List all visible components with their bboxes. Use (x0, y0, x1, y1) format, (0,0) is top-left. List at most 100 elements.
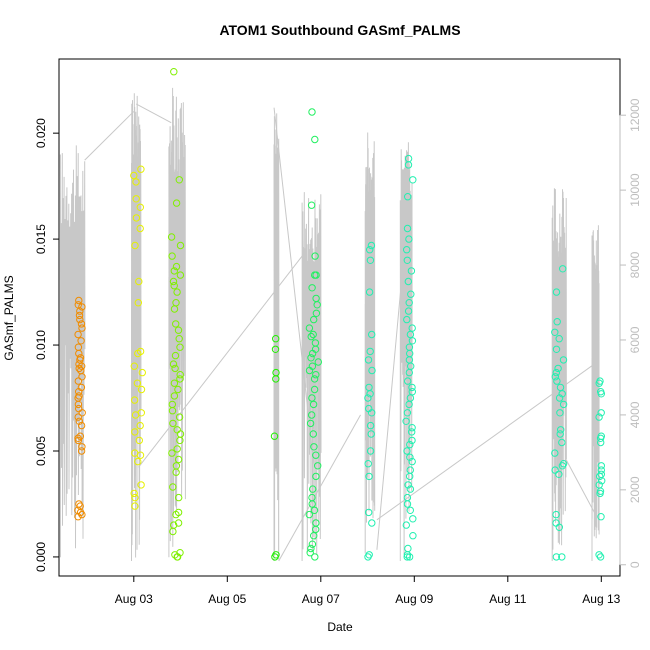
data-point (597, 438, 605, 447)
data-point (172, 320, 180, 328)
data-point (312, 309, 321, 317)
data-point (77, 337, 85, 345)
data-point (409, 532, 417, 540)
y-tick-label: 0.005 (34, 436, 48, 466)
data-point (176, 241, 185, 250)
data-point (557, 426, 565, 434)
data-point (403, 224, 412, 233)
data-point (403, 500, 412, 508)
data-point (366, 390, 374, 398)
data-point (169, 527, 177, 536)
data-point (130, 489, 138, 498)
data-point (137, 385, 146, 394)
data-point (364, 553, 372, 561)
data-point (314, 462, 322, 470)
data-point (137, 165, 145, 173)
data-point (170, 267, 179, 275)
data-point (75, 296, 83, 305)
data-point (74, 330, 82, 339)
data-point (305, 324, 314, 332)
data-point (306, 549, 314, 557)
data-point (596, 434, 605, 442)
data-point (133, 379, 142, 387)
y-tick-label: 0.000 (34, 542, 48, 572)
data-point (76, 432, 85, 440)
data-point (74, 413, 82, 421)
data-point (597, 462, 605, 470)
data-point (558, 438, 566, 447)
data-point (552, 553, 561, 561)
data-point (312, 472, 320, 481)
data-point (175, 176, 184, 184)
data-point (408, 436, 416, 445)
data-point (168, 449, 176, 457)
y-axis-left: 0.000 0.005 0.010 0.015 0.020 (34, 118, 60, 572)
data-point (308, 540, 317, 548)
data-point (312, 271, 320, 279)
data-point (176, 343, 184, 351)
y2-tick-label: 8000 (628, 251, 642, 278)
data-point (405, 235, 413, 243)
data-point (406, 472, 414, 481)
data-point (309, 485, 317, 493)
data-point (409, 515, 417, 523)
data-point (171, 364, 179, 373)
x-tick-label: Aug 13 (582, 592, 620, 606)
data-point (176, 375, 184, 383)
data-point (309, 430, 317, 438)
data-point (77, 447, 86, 455)
data-point (314, 358, 322, 366)
data-point (595, 413, 603, 421)
y-axis-label: GASmf_PALMS (2, 275, 16, 360)
x-tick-label: Aug 09 (395, 592, 433, 606)
data-point (173, 553, 182, 561)
x-tick-label: Aug 11 (489, 592, 526, 606)
data-point (367, 241, 376, 250)
data-point (559, 265, 567, 273)
data-point (271, 345, 280, 353)
data-point (174, 385, 182, 394)
data-point (402, 521, 410, 529)
data-point (132, 214, 141, 222)
data-point (136, 203, 145, 212)
data-point (169, 419, 177, 428)
data-point (596, 489, 604, 498)
data-point (75, 311, 84, 320)
data-point (168, 252, 176, 260)
data-point (551, 328, 559, 336)
data-point (409, 176, 417, 184)
data-point (169, 483, 177, 491)
y2-tick-label: 0 (628, 561, 642, 568)
data-point (78, 303, 86, 311)
data-point (130, 362, 139, 370)
data-point (78, 510, 86, 519)
data-point (404, 307, 413, 315)
data-point (553, 377, 561, 385)
data-point (555, 335, 563, 343)
data-point (598, 477, 606, 485)
data-point (131, 241, 139, 250)
data-point (307, 354, 315, 362)
y-tick-label: 0.015 (34, 224, 48, 254)
data-point (406, 453, 414, 461)
data-point (368, 519, 376, 527)
data-point (176, 271, 185, 279)
data-point (365, 288, 374, 296)
data-point (135, 277, 143, 286)
data-point (558, 553, 566, 561)
data-point (552, 288, 561, 296)
data-point (404, 277, 412, 286)
data-point (364, 460, 372, 468)
data-point (168, 407, 177, 415)
data-point (308, 500, 316, 508)
data-point (551, 466, 559, 474)
data-point (558, 462, 567, 470)
data-point (77, 421, 86, 430)
data-point (308, 108, 316, 116)
data-point (135, 436, 144, 445)
altitude-link (565, 459, 595, 513)
data-point (404, 377, 412, 385)
data-point (404, 544, 412, 553)
altitude-trace (399, 142, 413, 561)
data-point (167, 233, 176, 241)
